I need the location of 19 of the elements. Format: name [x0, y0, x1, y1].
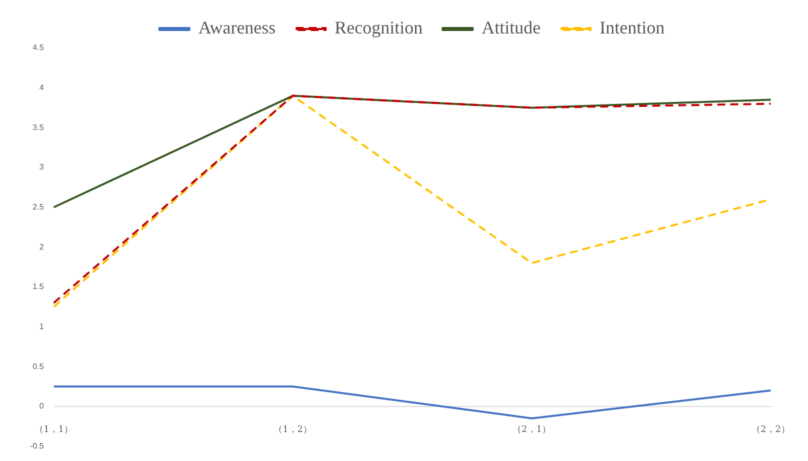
y-tick-label: 0: [39, 402, 44, 411]
legend-label: Recognition: [334, 18, 423, 38]
legend-label: Attitude: [482, 18, 541, 38]
legend-label: Intention: [600, 18, 665, 38]
y-tick-label: 2.5: [32, 202, 44, 212]
y-tick-label: 2: [39, 242, 44, 252]
legend-label: Awareness: [198, 18, 276, 38]
y-tick-label: 1: [39, 322, 44, 331]
y-tick-label: 1.5: [32, 282, 44, 292]
y-tick-label: 4.5: [32, 43, 44, 52]
y-tick-label: -0.5: [30, 441, 44, 450]
x-tick-label: （2，2）: [752, 425, 790, 436]
y-tick-label: 0.5: [32, 362, 44, 371]
y-tick-label: 3: [39, 162, 44, 172]
x-tick-label: （2，1）: [512, 425, 552, 436]
y-tick-label: 3.5: [32, 122, 44, 132]
x-tick-label: （1，1）: [34, 425, 74, 436]
x-tick-label: （1，2）: [274, 425, 312, 436]
y-tick-label: 4: [39, 83, 44, 92]
